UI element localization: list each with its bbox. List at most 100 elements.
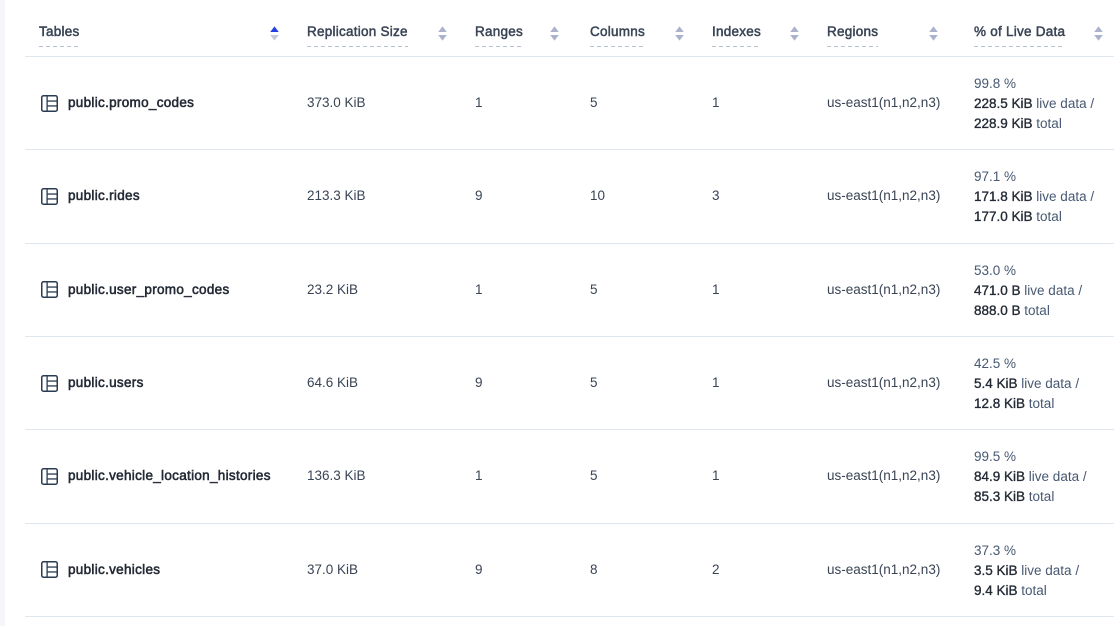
replication-size-cell: 373.0 KiB <box>293 57 461 151</box>
table-icon <box>41 467 58 485</box>
sort-icon[interactable] <box>929 26 938 41</box>
total-bytes-value: 888.0 B <box>974 302 1021 318</box>
table-header-row: Tables Replication Size <box>25 0 1114 57</box>
table-row[interactable]: public.user_promo_codes 23.2 KiB 1 5 1 u… <box>25 244 1114 337</box>
column-header-regions[interactable]: Regions <box>813 0 960 57</box>
column-header-replication-size[interactable]: Replication Size <box>293 0 461 57</box>
replication-size-cell: 64.6 KiB <box>293 337 461 431</box>
table-name[interactable]: public.promo_codes <box>68 95 195 111</box>
sort-icon[interactable] <box>550 26 559 41</box>
live-bytes-value: 471.0 B <box>974 282 1021 298</box>
table-row[interactable]: public.vehicle_location_histories 136.3 … <box>25 430 1114 524</box>
ranges-cell: 1 <box>461 244 576 337</box>
table-name[interactable]: public.users <box>68 375 144 391</box>
regions-cell: us-east1(n1,n2,n3) <box>813 430 960 524</box>
total-bytes-value: 9.4 KiB <box>974 582 1018 598</box>
indexes-cell: 3 <box>698 150 813 244</box>
table-icon <box>41 281 58 299</box>
sort-icon[interactable] <box>675 26 684 41</box>
live-data-percent: 99.5 % <box>974 449 1017 465</box>
total-bytes-value: 85.3 KiB <box>974 489 1026 505</box>
table-row[interactable]: public.users 64.6 KiB 9 5 1 us-east1(n1,… <box>25 337 1114 431</box>
column-header-tables[interactable]: Tables <box>25 0 293 57</box>
table-name[interactable]: public.rides <box>68 188 140 204</box>
live-data-suffix: live data / <box>1020 282 1083 298</box>
column-header-columns-label: Columns <box>590 22 646 47</box>
live-data-suffix: live data / <box>1032 189 1095 205</box>
table-name[interactable]: public.vehicle_location_histories <box>68 468 271 484</box>
total-suffix: total <box>1032 209 1062 225</box>
column-header-indexes[interactable]: Indexes <box>698 0 813 57</box>
replication-size-cell: 37.0 KiB <box>293 524 461 617</box>
column-header-columns[interactable]: Columns <box>576 0 698 57</box>
indexes-cell: 1 <box>698 244 813 337</box>
table-row[interactable]: public.rides 213.3 KiB 9 10 3 us-east1(n… <box>25 150 1114 244</box>
table-icon <box>41 561 58 579</box>
indexes-cell: 1 <box>698 337 813 431</box>
ranges-cell: 9 <box>461 150 576 244</box>
table-row[interactable]: public.vehicles 37.0 KiB 9 8 2 us-east1(… <box>25 524 1114 617</box>
indexes-cell: 1 <box>698 57 813 151</box>
live-bytes-value: 84.9 KiB <box>974 469 1026 485</box>
table-name[interactable]: public.vehicles <box>68 561 161 578</box>
total-suffix: total <box>1025 396 1055 412</box>
live-data-suffix: live data / <box>1025 469 1087 485</box>
live-data-cell: 37.3 % 3.5 KiB live data / 9.4 KiB total <box>960 524 1114 617</box>
total-bytes-value: 12.8 KiB <box>974 396 1026 412</box>
total-suffix: total <box>1017 582 1047 598</box>
total-suffix: total <box>1020 302 1050 318</box>
columns-cell: 5 <box>576 430 698 524</box>
column-header-indexes-label: Indexes <box>712 22 762 47</box>
live-data-suffix: live data / <box>1032 96 1095 112</box>
table-row[interactable]: public.promo_codes 373.0 KiB 1 5 1 us-ea… <box>25 57 1114 151</box>
total-bytes-value: 228.9 KiB <box>974 116 1033 132</box>
columns-cell: 5 <box>576 337 698 431</box>
live-data-cell: 99.8 % 228.5 KiB live data / 228.9 KiB t… <box>960 57 1114 151</box>
indexes-cell: 2 <box>698 524 813 617</box>
live-data-percent: 42.5 % <box>974 356 1017 372</box>
database-tables-table: Tables Replication Size <box>25 0 1114 617</box>
live-bytes-value: 3.5 KiB <box>974 562 1018 578</box>
column-header-live-data-label: % of Live Data <box>974 22 1066 47</box>
ranges-cell: 9 <box>461 337 576 431</box>
replication-size-cell: 23.2 KiB <box>293 244 461 337</box>
indexes-cell: 1 <box>698 430 813 524</box>
live-bytes-value: 228.5 KiB <box>974 96 1033 112</box>
column-header-replication-size-label: Replication Size <box>307 22 408 47</box>
regions-cell: us-east1(n1,n2,n3) <box>813 244 960 337</box>
live-data-cell: 97.1 % 171.8 KiB live data / 177.0 KiB t… <box>960 150 1114 244</box>
live-bytes-value: 5.4 KiB <box>974 376 1018 392</box>
live-data-percent: 53.0 % <box>974 262 1017 278</box>
live-data-cell: 99.5 % 84.9 KiB live data / 85.3 KiB tot… <box>960 430 1114 524</box>
tables-panel: Tables Replication Size <box>5 0 1114 626</box>
sort-icon[interactable] <box>438 26 447 41</box>
ranges-cell: 1 <box>461 430 576 524</box>
live-data-cell: 53.0 % 471.0 B live data / 888.0 B total <box>960 244 1114 337</box>
column-header-regions-label: Regions <box>827 22 879 47</box>
column-header-tables-label: Tables <box>39 22 80 47</box>
live-data-percent: 37.3 % <box>974 542 1017 558</box>
replication-size-cell: 213.3 KiB <box>293 150 461 244</box>
column-header-ranges-label: Ranges <box>475 22 524 47</box>
sort-icon[interactable] <box>1094 26 1103 41</box>
live-data-percent: 99.8 % <box>974 76 1017 92</box>
total-suffix: total <box>1032 116 1062 132</box>
table-icon <box>41 94 58 112</box>
regions-cell: us-east1(n1,n2,n3) <box>813 337 960 431</box>
column-header-live-data[interactable]: % of Live Data <box>960 0 1114 57</box>
columns-cell: 5 <box>576 57 698 151</box>
sort-icon[interactable] <box>790 26 799 41</box>
sort-asc-icon[interactable] <box>270 26 279 41</box>
columns-cell: 10 <box>576 150 698 244</box>
columns-cell: 5 <box>576 244 698 337</box>
replication-size-cell: 136.3 KiB <box>293 430 461 524</box>
live-data-percent: 97.1 % <box>974 169 1017 185</box>
ranges-cell: 9 <box>461 524 576 617</box>
regions-cell: us-east1(n1,n2,n3) <box>813 57 960 151</box>
total-bytes-value: 177.0 KiB <box>974 209 1033 225</box>
column-header-ranges[interactable]: Ranges <box>461 0 576 57</box>
live-bytes-value: 171.8 KiB <box>974 189 1033 205</box>
ranges-cell: 1 <box>461 57 576 151</box>
live-data-suffix: live data / <box>1017 562 1080 578</box>
table-name[interactable]: public.user_promo_codes <box>68 281 230 298</box>
